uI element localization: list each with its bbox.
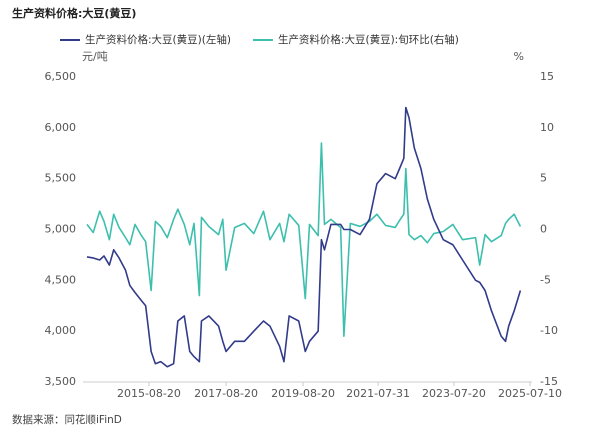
legend-label: 生产资料价格:大豆(黄豆)(左轴) bbox=[85, 33, 231, 46]
series-line bbox=[86, 106, 522, 368]
source-note: 数据来源：同花顺iFinD bbox=[12, 413, 122, 426]
y2-tick-label: -10 bbox=[540, 324, 558, 337]
y-tick-label: 5,500 bbox=[45, 172, 77, 185]
series-line bbox=[86, 142, 522, 338]
y-tick-label: 6,500 bbox=[45, 70, 77, 83]
y2-tick-label: 10 bbox=[540, 121, 554, 134]
chart-title: 生产资料价格:大豆(黄豆) bbox=[12, 6, 136, 20]
legend-label: 生产资料价格:大豆(黄豆):旬环比(右轴) bbox=[278, 33, 459, 46]
y2-tick-label: 0 bbox=[540, 223, 547, 236]
y2-tick-label: -5 bbox=[540, 273, 551, 286]
y2-tick-label: 15 bbox=[540, 70, 554, 83]
x-tick-label: 2025-07-10 bbox=[498, 387, 562, 400]
x-tick-label: 2019-08-20 bbox=[271, 387, 335, 400]
y-tick-label: 4,500 bbox=[45, 273, 77, 286]
x-tick-label: 2015-08-20 bbox=[117, 387, 181, 400]
y2-unit: % bbox=[514, 50, 524, 63]
y2-tick-label: -15 bbox=[540, 375, 558, 388]
y-tick-label: 3,500 bbox=[45, 375, 77, 388]
x-tick-label: 2023-07-20 bbox=[422, 387, 486, 400]
y2-tick-label: 5 bbox=[540, 172, 547, 185]
x-tick-label: 2021-07-31 bbox=[346, 387, 410, 400]
y-tick-label: 4,000 bbox=[45, 324, 77, 337]
x-tick-label: 2017-08-20 bbox=[194, 387, 258, 400]
y-unit: 元/吨 bbox=[82, 50, 108, 63]
y-tick-label: 5,000 bbox=[45, 223, 77, 236]
y-tick-label: 6,000 bbox=[45, 121, 77, 134]
